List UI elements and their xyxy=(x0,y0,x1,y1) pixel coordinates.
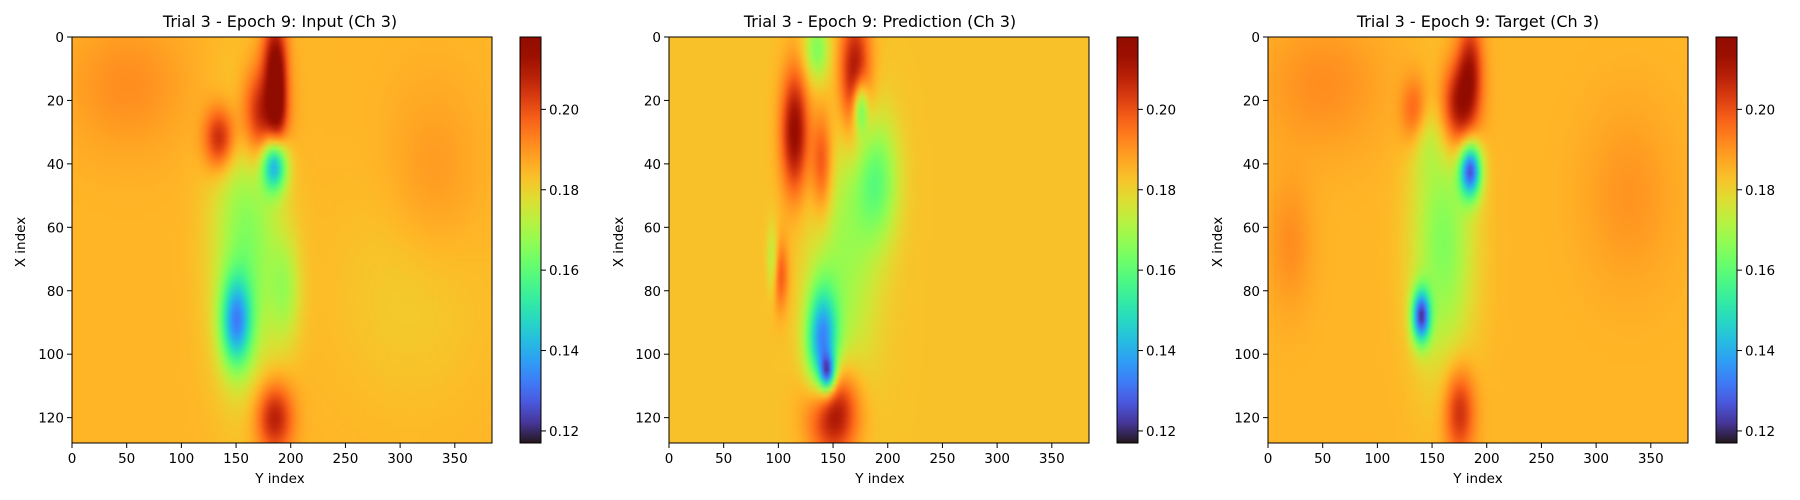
x-axis-label-prediction: Y index xyxy=(855,471,905,487)
y-tick-label: 20 xyxy=(1243,93,1260,109)
heatmap-image xyxy=(1268,37,1688,443)
panel-title-prediction: Trial 3 - Epoch 9: Prediction (Ch 3) xyxy=(743,12,1017,31)
colorbar-tick-label: 0.14 xyxy=(1745,344,1775,360)
x-tick-label: 50 xyxy=(1314,451,1331,467)
y-tick-label: 80 xyxy=(47,284,64,300)
heatmap-image xyxy=(72,37,492,443)
axes-frame xyxy=(1267,36,1689,444)
y-tick-label: 40 xyxy=(47,157,64,173)
x-tick-label: 250 xyxy=(333,451,359,467)
colorbar xyxy=(1116,36,1139,444)
x-tick-label: 0 xyxy=(1264,451,1273,467)
y-tick-label: 0 xyxy=(652,30,661,46)
y-tick-label: 120 xyxy=(38,411,64,427)
panel-title-input: Trial 3 - Epoch 9: Input (Ch 3) xyxy=(162,12,398,31)
x-tick-label: 200 xyxy=(1474,451,1500,467)
y-tick-label: 120 xyxy=(635,411,661,427)
colorbar-tick-label: 0.14 xyxy=(549,344,579,360)
colorbar xyxy=(1715,36,1738,444)
axes-frame xyxy=(71,36,493,444)
y-tick-label: 20 xyxy=(644,93,661,109)
panel-title-target: Trial 3 - Epoch 9: Target (Ch 3) xyxy=(1356,12,1600,31)
y-tick-label: 60 xyxy=(47,220,64,236)
y-tick-label: 0 xyxy=(55,30,64,46)
y-tick-label: 60 xyxy=(644,220,661,236)
y-tick-label: 80 xyxy=(644,284,661,300)
x-tick-label: 250 xyxy=(930,451,956,467)
colorbar-tick-label: 0.12 xyxy=(549,424,579,440)
y-axis-label-prediction: X index xyxy=(611,216,627,268)
x-tick-label: 150 xyxy=(223,451,249,467)
x-tick-label: 100 xyxy=(765,451,791,467)
y-tick-label: 20 xyxy=(47,93,64,109)
y-axis-label-input: X index xyxy=(13,216,29,268)
heatmap-image xyxy=(669,37,1089,443)
y-tick-label: 40 xyxy=(1243,157,1260,173)
colorbar-tick-label: 0.12 xyxy=(1146,424,1176,440)
colorbar-tick-label: 0.18 xyxy=(1745,183,1775,199)
x-tick-label: 350 xyxy=(442,451,468,467)
x-axis-label-input: Y index xyxy=(255,471,305,487)
x-tick-label: 350 xyxy=(1039,451,1065,467)
colorbar-tick-label: 0.20 xyxy=(1745,102,1775,118)
x-tick-label: 100 xyxy=(1364,451,1390,467)
colorbar-tick-label: 0.18 xyxy=(549,183,579,199)
colorbar-tick-label: 0.20 xyxy=(549,102,579,118)
y-tick-label: 100 xyxy=(38,347,64,363)
y-tick-label: 40 xyxy=(644,157,661,173)
x-tick-label: 350 xyxy=(1638,451,1664,467)
colorbar xyxy=(519,36,542,444)
y-axis-label-target: X index xyxy=(1210,216,1226,268)
y-tick-label: 80 xyxy=(1243,284,1260,300)
x-axis-label-target: Y index xyxy=(1453,471,1503,487)
colorbar-tick-label: 0.18 xyxy=(1146,183,1176,199)
x-tick-label: 200 xyxy=(278,451,304,467)
colorbar-tick-label: 0.20 xyxy=(1146,102,1176,118)
y-tick-label: 0 xyxy=(1251,30,1260,46)
x-tick-label: 50 xyxy=(118,451,135,467)
x-tick-label: 0 xyxy=(665,451,674,467)
y-tick-label: 60 xyxy=(1243,220,1260,236)
x-tick-label: 150 xyxy=(820,451,846,467)
colorbar-tick-label: 0.16 xyxy=(1146,263,1176,279)
x-tick-label: 150 xyxy=(1419,451,1445,467)
x-tick-label: 300 xyxy=(387,451,413,467)
x-tick-label: 300 xyxy=(984,451,1010,467)
x-tick-label: 250 xyxy=(1529,451,1555,467)
colorbar-tick-label: 0.14 xyxy=(1146,344,1176,360)
colorbar-tick-label: 0.16 xyxy=(1745,263,1775,279)
y-tick-label: 100 xyxy=(1234,347,1260,363)
colorbar-tick-label: 0.16 xyxy=(549,263,579,279)
y-tick-label: 100 xyxy=(635,347,661,363)
x-tick-label: 100 xyxy=(168,451,194,467)
x-tick-label: 0 xyxy=(68,451,77,467)
x-tick-label: 200 xyxy=(875,451,901,467)
y-tick-label: 120 xyxy=(1234,411,1260,427)
axes-frame xyxy=(668,36,1090,444)
colorbar-tick-label: 0.12 xyxy=(1745,424,1775,440)
x-tick-label: 300 xyxy=(1583,451,1609,467)
x-tick-label: 50 xyxy=(715,451,732,467)
